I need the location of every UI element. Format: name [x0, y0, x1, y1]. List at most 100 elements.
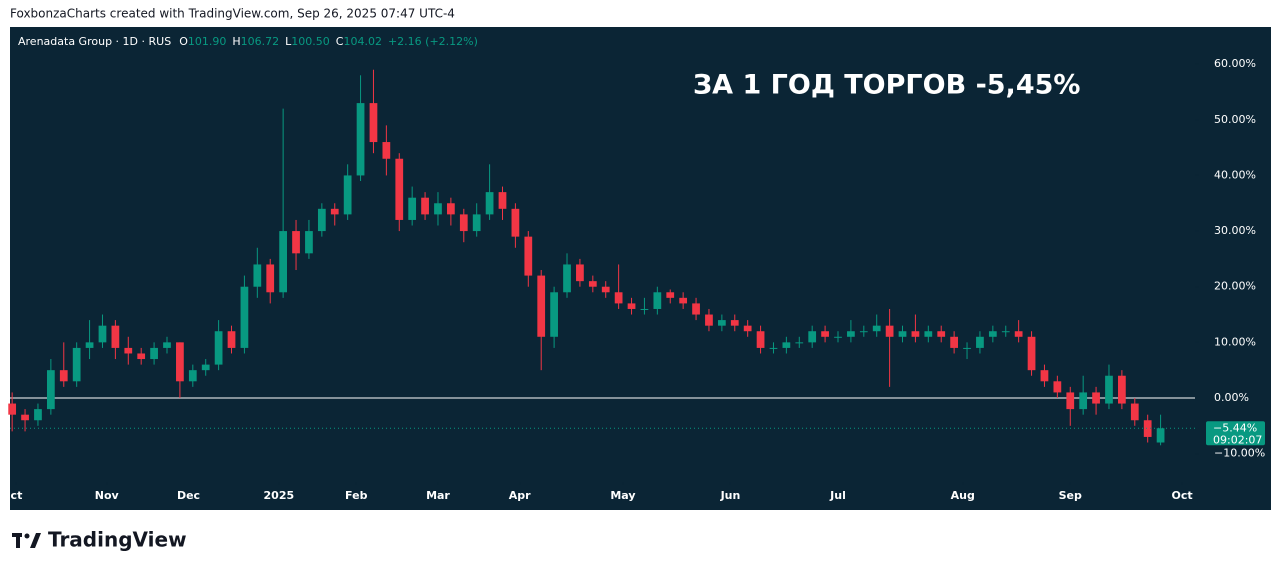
candle-body	[176, 342, 184, 382]
candle-body	[214, 331, 223, 365]
candle-body	[8, 403, 17, 415]
y-tick-label: 20.00%	[1214, 280, 1256, 293]
y-tick-label: 0.00%	[1214, 391, 1249, 404]
candle-body	[795, 342, 804, 344]
candle-body	[859, 331, 868, 333]
candle-body	[576, 264, 584, 282]
candle-body	[782, 342, 791, 348]
chart-pane	[10, 27, 1271, 510]
candle-body	[421, 197, 429, 215]
ohlc-value: 104.02	[343, 35, 382, 48]
candle-body	[369, 103, 378, 143]
candle-body	[1014, 331, 1023, 337]
candle-body	[666, 292, 675, 298]
candle-body	[447, 203, 455, 215]
x-tick-label: Mar	[426, 489, 450, 502]
x-tick-label: Jun	[720, 489, 741, 502]
candle-body	[201, 364, 210, 371]
brand: TradingView	[48, 528, 187, 552]
candle-body	[292, 231, 300, 254]
x-tick-label: Jul	[829, 489, 846, 502]
candle-body	[976, 336, 984, 348]
candle-body	[46, 370, 55, 410]
x-tick-label: 2025	[264, 489, 295, 502]
ohlc-value: 101.90	[188, 35, 227, 48]
candle-body	[924, 331, 933, 337]
candle-body	[937, 331, 946, 337]
candle-body	[1066, 392, 1075, 410]
candle-body	[1105, 375, 1113, 404]
candle-body	[898, 331, 907, 337]
candle-body	[330, 208, 339, 215]
candle-body	[950, 336, 958, 348]
candle-body	[472, 214, 481, 232]
candle-body	[1079, 392, 1088, 410]
candle-body	[1156, 428, 1165, 443]
candle-body	[769, 347, 778, 349]
y-tick-label: 30.00%	[1214, 224, 1256, 237]
candle-body	[98, 325, 107, 343]
candle-body	[885, 325, 894, 337]
candle-body	[279, 231, 288, 293]
x-tick-label: Nov	[95, 489, 120, 502]
candle-body	[124, 347, 133, 354]
ohlc-label: C	[336, 35, 344, 48]
candle-body	[911, 331, 920, 337]
candle-body	[1001, 331, 1010, 333]
candle-body	[1040, 370, 1049, 382]
candle-body	[240, 286, 249, 348]
candle-body	[163, 342, 171, 348]
candle-body	[1092, 392, 1100, 404]
y-tick-label: 60.00%	[1214, 57, 1256, 70]
last-price-label: −5.44%	[1213, 421, 1257, 434]
candle-body	[756, 331, 765, 348]
candle-body	[847, 331, 855, 337]
candle-body	[653, 292, 662, 309]
ohlc-label: O	[179, 35, 188, 48]
candle-body	[498, 192, 507, 209]
x-tick-label: Apr	[509, 489, 531, 502]
candle-body	[588, 281, 597, 287]
candle-body	[227, 331, 236, 348]
candle-body	[679, 297, 688, 304]
y-tick-label: 10.00%	[1214, 335, 1256, 348]
ohlc-value: 100.50	[291, 35, 330, 48]
x-tick-label: Aug	[951, 489, 975, 502]
candle-body	[188, 370, 197, 382]
candle-body	[85, 342, 94, 348]
candle-body	[485, 192, 494, 215]
candle-body	[459, 214, 468, 232]
change: +2.16 (+2.12%)	[388, 35, 478, 48]
candle-body	[1130, 403, 1139, 421]
ohlc-value: 106.72	[241, 35, 280, 48]
candle-body	[627, 303, 636, 309]
x-tick-label: Oct	[1172, 489, 1193, 502]
symbol: Arenadata Group · 1D · RUS	[18, 35, 171, 48]
y-tick-label: 40.00%	[1214, 168, 1256, 181]
x-tick-label: ct	[11, 489, 23, 502]
candle-body	[253, 264, 262, 287]
candle-body	[1027, 336, 1036, 371]
candle-body	[59, 370, 68, 382]
candle-body	[601, 286, 610, 293]
y-tick-label: −10.00%	[1214, 447, 1265, 460]
candle-body	[150, 347, 158, 360]
x-tick-label: Dec	[177, 489, 200, 502]
ohlc-header: Arenadata Group · 1D · RUS O101.90 H106.72…	[18, 35, 478, 48]
candle-body	[614, 292, 623, 304]
x-tick-label: Feb	[345, 489, 368, 502]
candle-body	[434, 203, 442, 215]
y-tick-label: 50.00%	[1214, 113, 1256, 126]
candle-body	[395, 158, 404, 220]
candle-body	[872, 325, 881, 332]
candle-body	[137, 353, 146, 360]
candle-body	[1143, 420, 1152, 437]
annotation: ЗА 1 ГОД ТОРГОВ -5,45%	[693, 70, 1080, 101]
candle-body	[1118, 375, 1126, 404]
candle-body	[111, 325, 120, 348]
candle-body	[1053, 381, 1062, 393]
x-tick-label: Sep	[1059, 489, 1082, 502]
candle-body	[408, 197, 417, 220]
